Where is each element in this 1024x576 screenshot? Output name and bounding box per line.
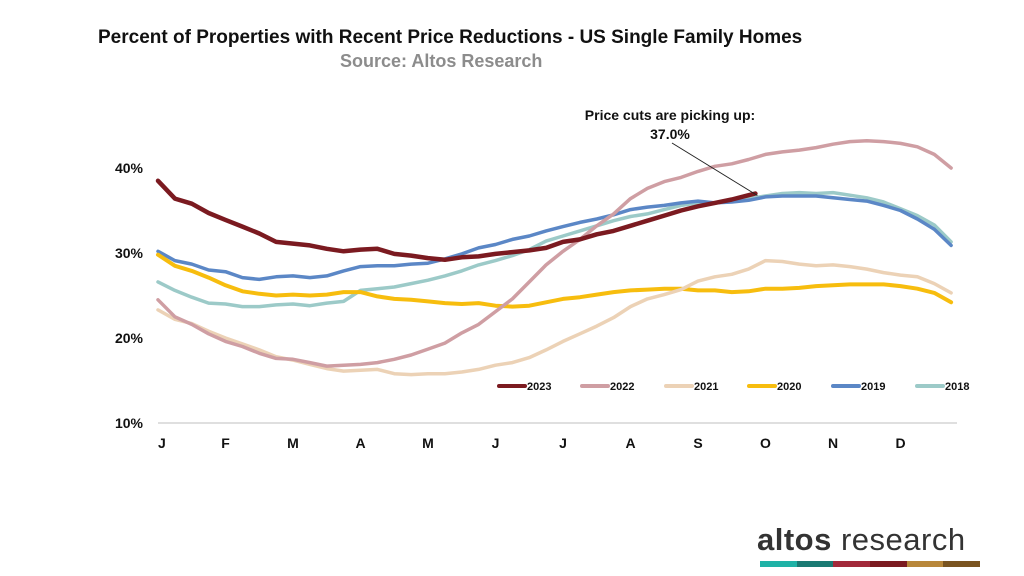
legend-label-2023: 2023 <box>527 381 551 393</box>
x-tick-label: F <box>221 435 230 451</box>
altos-research-logo: altos research <box>757 522 966 558</box>
y-tick-label: 40% <box>115 160 144 176</box>
y-tick-label: 10% <box>115 415 144 431</box>
x-tick-label: A <box>625 435 635 451</box>
legend-label-2022: 2022 <box>610 381 634 393</box>
y-tick-label: 20% <box>115 330 144 346</box>
annotation-line-1: Price cuts are picking up: <box>584 107 756 123</box>
legend-label-2021: 2021 <box>694 381 718 393</box>
series-line-2023 <box>155 178 758 263</box>
y-tick-label: 30% <box>115 245 144 261</box>
legend-label-2020: 2020 <box>777 381 801 393</box>
x-tick-label: D <box>895 435 905 451</box>
series-line-2018 <box>156 190 953 309</box>
logo-bar-segment <box>943 561 981 567</box>
series-line-2020 <box>156 252 954 309</box>
logo-text-altos: altos <box>757 522 832 557</box>
legend-label-2019: 2019 <box>861 381 885 393</box>
annotation-line-2: 37.0% <box>650 126 690 142</box>
logo-text-research: research <box>831 522 966 557</box>
annotation-leader-line <box>671 142 758 196</box>
x-tick-label: M <box>287 435 299 451</box>
x-tick-label: M <box>422 435 434 451</box>
logo-bar-segment <box>760 561 797 567</box>
x-tick-label: J <box>559 435 567 451</box>
chart-title: Percent of Properties with Recent Price … <box>98 27 803 48</box>
logo-color-bar <box>760 561 981 567</box>
series-line-2019 <box>156 194 953 282</box>
logo-bar-segment <box>833 561 871 567</box>
series-line-2022 <box>156 139 953 368</box>
logo-bar-segment <box>870 561 907 567</box>
x-tick-label: A <box>355 435 365 451</box>
x-tick-label: O <box>760 435 771 451</box>
x-tick-label: J <box>492 435 500 451</box>
x-tick-label: J <box>158 435 166 451</box>
chart-annotation: Price cuts are picking up: 37.0% <box>570 106 770 144</box>
logo-bar-segment <box>906 561 944 567</box>
logo-bar-segment <box>796 561 834 567</box>
x-tick-label: N <box>828 435 838 451</box>
legend-label-2018: 2018 <box>945 381 969 393</box>
x-tick-label: S <box>693 435 702 451</box>
chart-subtitle: Source: Altos Research <box>340 51 543 71</box>
